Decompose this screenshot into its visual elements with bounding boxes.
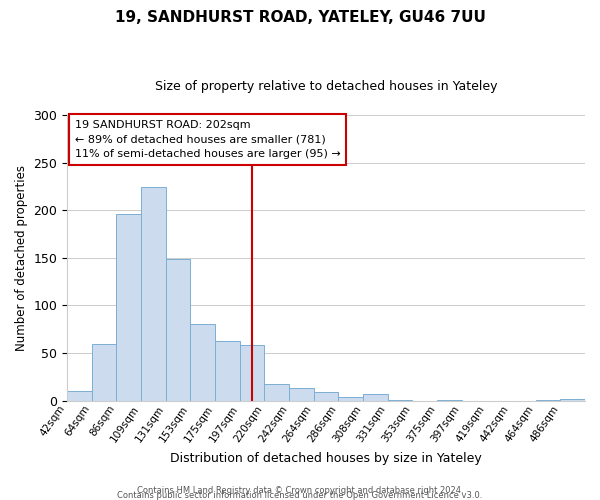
Title: Size of property relative to detached houses in Yateley: Size of property relative to detached ho… — [155, 80, 497, 93]
Y-axis label: Number of detached properties: Number of detached properties — [15, 165, 28, 351]
X-axis label: Distribution of detached houses by size in Yateley: Distribution of detached houses by size … — [170, 452, 482, 465]
Bar — [67, 391, 92, 400]
Bar — [116, 214, 141, 400]
Bar — [363, 394, 388, 400]
Text: 19, SANDHURST ROAD, YATELEY, GU46 7UU: 19, SANDHURST ROAD, YATELEY, GU46 7UU — [115, 10, 485, 25]
Bar — [314, 392, 338, 400]
Bar — [560, 398, 585, 400]
Bar — [240, 346, 265, 401]
Bar — [265, 384, 289, 400]
Text: 19 SANDHURST ROAD: 202sqm
← 89% of detached houses are smaller (781)
11% of semi: 19 SANDHURST ROAD: 202sqm ← 89% of detac… — [74, 120, 340, 160]
Bar — [92, 344, 116, 401]
Text: Contains HM Land Registry data © Crown copyright and database right 2024.: Contains HM Land Registry data © Crown c… — [137, 486, 463, 495]
Bar — [166, 259, 190, 400]
Text: Contains public sector information licensed under the Open Government Licence v3: Contains public sector information licen… — [118, 491, 482, 500]
Bar — [190, 324, 215, 400]
Bar — [141, 188, 166, 400]
Bar — [215, 340, 240, 400]
Bar — [289, 388, 314, 400]
Bar — [338, 397, 363, 400]
